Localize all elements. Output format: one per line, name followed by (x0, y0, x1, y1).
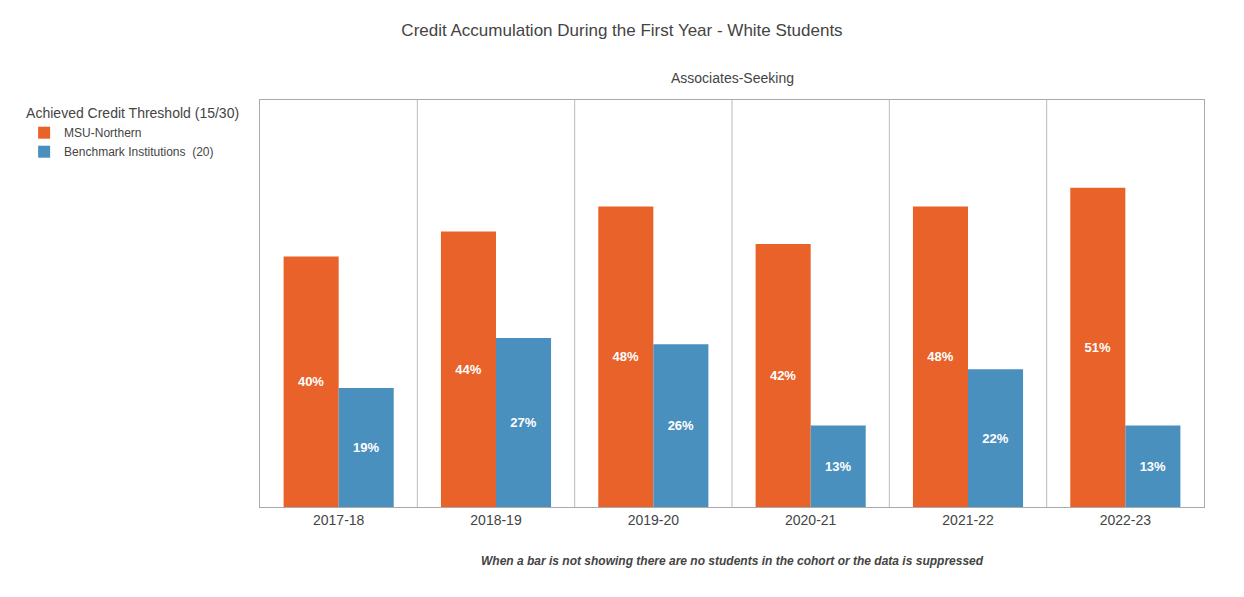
svg-text:When a bar is not showing ther: When a bar is not showing there are no s… (481, 554, 984, 568)
svg-text:48%: 48% (927, 349, 953, 364)
svg-text:Achieved Credit Threshold (15/: Achieved Credit Threshold (15/30) (26, 105, 239, 121)
svg-text:19%: 19% (353, 440, 379, 455)
svg-text:22%: 22% (982, 431, 1008, 446)
svg-text:MSU-Northern: MSU-Northern (64, 126, 141, 140)
svg-text:44%: 44% (455, 362, 481, 377)
svg-text:2018-19: 2018-19 (470, 512, 522, 528)
svg-text:Benchmark Institutions (20): Benchmark Institutions (20) (64, 145, 213, 159)
svg-text:Associates-Seeking: Associates-Seeking (671, 70, 794, 86)
svg-text:27%: 27% (510, 415, 536, 430)
svg-text:2022-23: 2022-23 (1100, 512, 1152, 528)
svg-text:2020-21: 2020-21 (785, 512, 837, 528)
svg-text:26%: 26% (668, 418, 694, 433)
svg-text:13%: 13% (825, 459, 851, 474)
svg-text:51%: 51% (1085, 340, 1111, 355)
svg-text:40%: 40% (298, 374, 324, 389)
svg-text:13%: 13% (1140, 459, 1166, 474)
svg-text:48%: 48% (613, 349, 639, 364)
svg-text:2017-18: 2017-18 (313, 512, 365, 528)
svg-text:Credit Accumulation During the: Credit Accumulation During the First Yea… (401, 21, 842, 40)
svg-text:2019-20: 2019-20 (628, 512, 680, 528)
svg-text:42%: 42% (770, 368, 796, 383)
svg-text:2021-22: 2021-22 (942, 512, 994, 528)
